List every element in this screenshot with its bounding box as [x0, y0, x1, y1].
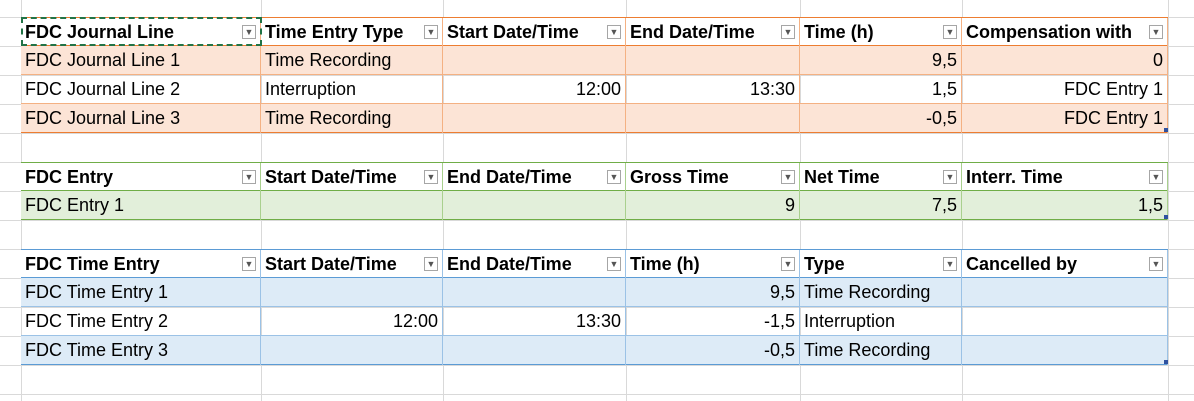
filter-dropdown-icon[interactable]: ▼ [1149, 25, 1163, 39]
table-resize-handle[interactable] [1164, 128, 1168, 132]
table-cell[interactable]: FDC Entry 1 [962, 75, 1168, 104]
filter-dropdown-icon[interactable]: ▼ [943, 170, 957, 184]
header-cell[interactable]: Time Entry Type ▼ [261, 18, 443, 47]
table-header-row: FDC Journal Line ▼ Time Entry Type ▼ Start… [21, 17, 1168, 47]
table-cell[interactable]: FDC Entry 1 [962, 104, 1168, 133]
table-cell[interactable]: FDC Time Entry 2 [21, 307, 261, 336]
table-cell[interactable]: FDC Journal Line 2 [21, 75, 261, 104]
header-cell[interactable]: End Date/Time ▼ [443, 250, 626, 279]
filter-dropdown-icon[interactable]: ▼ [781, 257, 795, 271]
table-cell[interactable] [261, 191, 443, 220]
table-cell[interactable] [261, 336, 443, 365]
table-cell[interactable]: 13:30 [626, 75, 800, 104]
filter-dropdown-icon[interactable]: ▼ [242, 25, 256, 39]
table-cell[interactable]: FDC Time Entry 3 [21, 336, 261, 365]
table-cell[interactable]: 1,5 [962, 191, 1168, 220]
table-cell[interactable] [443, 191, 626, 220]
table-cell[interactable]: 12:00 [443, 75, 626, 104]
filter-dropdown-icon[interactable]: ▼ [943, 257, 957, 271]
table-cell[interactable] [962, 336, 1168, 365]
table-row: FDC Journal Line 1 Time Recording 9,5 0 [21, 46, 1168, 75]
filter-dropdown-icon[interactable]: ▼ [424, 170, 438, 184]
table-row: FDC Journal Line 2 Interruption 12:00 13… [21, 75, 1168, 104]
header-cell[interactable]: Type ▼ [800, 250, 962, 279]
filter-dropdown-icon[interactable]: ▼ [424, 25, 438, 39]
table-header-row: FDC Entry ▼ Start Date/Time ▼ End Date/Tim… [21, 162, 1168, 192]
table-row: FDC Entry 1 9 7,5 1,5 [21, 191, 1168, 220]
header-cell[interactable]: Compensation with ▼ [962, 18, 1168, 47]
table-cell[interactable]: FDC Time Entry 1 [21, 278, 261, 307]
table-cell[interactable]: Time Recording [261, 46, 443, 75]
header-cell[interactable]: FDC Entry ▼ [21, 163, 261, 192]
filter-dropdown-icon[interactable]: ▼ [943, 25, 957, 39]
table-cell[interactable]: 9,5 [800, 46, 962, 75]
table-cell[interactable]: 0 [962, 46, 1168, 75]
filter-dropdown-icon[interactable]: ▼ [424, 257, 438, 271]
filter-dropdown-icon[interactable]: ▼ [781, 170, 795, 184]
table-row: FDC Time Entry 2 12:00 13:30 -1,5 Interr… [21, 307, 1168, 336]
table-cell[interactable]: 9 [626, 191, 800, 220]
table-resize-handle[interactable] [1164, 215, 1168, 219]
table-cell[interactable] [626, 46, 800, 75]
table-cell[interactable]: FDC Entry 1 [21, 191, 261, 220]
header-cell[interactable]: Start Date/Time ▼ [261, 250, 443, 279]
table-cell[interactable] [626, 104, 800, 133]
table-resize-handle[interactable] [1164, 360, 1168, 364]
header-cell[interactable]: FDC Journal Line ▼ [21, 18, 261, 47]
header-cell[interactable]: Gross Time ▼ [626, 163, 800, 192]
table-cell[interactable]: -0,5 [800, 104, 962, 133]
table-cell[interactable] [443, 104, 626, 133]
table-cell[interactable]: 9,5 [626, 278, 800, 307]
header-cell[interactable]: FDC Time Entry ▼ [21, 250, 261, 279]
table-row: FDC Time Entry 3 -0,5 Time Recording [21, 336, 1168, 365]
header-cell[interactable]: End Date/Time ▼ [443, 163, 626, 192]
table-cell[interactable]: 1,5 [800, 75, 962, 104]
table-cell[interactable] [443, 46, 626, 75]
table-cell[interactable]: Time Recording [261, 104, 443, 133]
header-cell[interactable]: Interr. Time ▼ [962, 163, 1168, 192]
header-cell[interactable]: Start Date/Time ▼ [443, 18, 626, 47]
table-cell[interactable] [261, 278, 443, 307]
table-cell[interactable]: 12:00 [261, 307, 443, 336]
table-cell[interactable]: Interruption [261, 75, 443, 104]
table-cell[interactable]: -1,5 [626, 307, 800, 336]
table-cell[interactable]: FDC Journal Line 1 [21, 46, 261, 75]
header-cell[interactable]: Time (h) ▼ [626, 250, 800, 279]
table-cell[interactable] [962, 307, 1168, 336]
header-cell[interactable]: Net Time ▼ [800, 163, 962, 192]
filter-dropdown-icon[interactable]: ▼ [607, 25, 621, 39]
active-cell-selection [21, 17, 262, 46]
table-cell[interactable]: -0,5 [626, 336, 800, 365]
filter-dropdown-icon[interactable]: ▼ [242, 257, 256, 271]
header-cell[interactable]: Start Date/Time ▼ [261, 163, 443, 192]
header-cell[interactable]: Cancelled by ▼ [962, 250, 1168, 279]
filter-dropdown-icon[interactable]: ▼ [242, 170, 256, 184]
filter-dropdown-icon[interactable]: ▼ [1149, 170, 1163, 184]
table-row: FDC Time Entry 1 9,5 Time Recording [21, 278, 1168, 307]
table-cell[interactable] [443, 278, 626, 307]
table-cell[interactable]: FDC Journal Line 3 [21, 104, 261, 133]
header-cell[interactable]: End Date/Time ▼ [626, 18, 800, 47]
header-cell[interactable]: Time (h) ▼ [800, 18, 962, 47]
table-cell[interactable]: 13:30 [443, 307, 626, 336]
filter-dropdown-icon[interactable]: ▼ [1149, 257, 1163, 271]
table-cell[interactable]: 7,5 [800, 191, 962, 220]
table-cell[interactable]: Time Recording [800, 278, 962, 307]
table-cell[interactable] [962, 278, 1168, 307]
table-header-row: FDC Time Entry ▼ Start Date/Time ▼ End Dat… [21, 249, 1168, 279]
table-row: FDC Journal Line 3 Time Recording -0,5 F… [21, 104, 1168, 133]
table-cell[interactable]: Interruption [800, 307, 962, 336]
filter-dropdown-icon[interactable]: ▼ [607, 257, 621, 271]
filter-dropdown-icon[interactable]: ▼ [607, 170, 621, 184]
table-cell[interactable] [443, 336, 626, 365]
filter-dropdown-icon[interactable]: ▼ [781, 25, 795, 39]
table-cell[interactable]: Time Recording [800, 336, 962, 365]
